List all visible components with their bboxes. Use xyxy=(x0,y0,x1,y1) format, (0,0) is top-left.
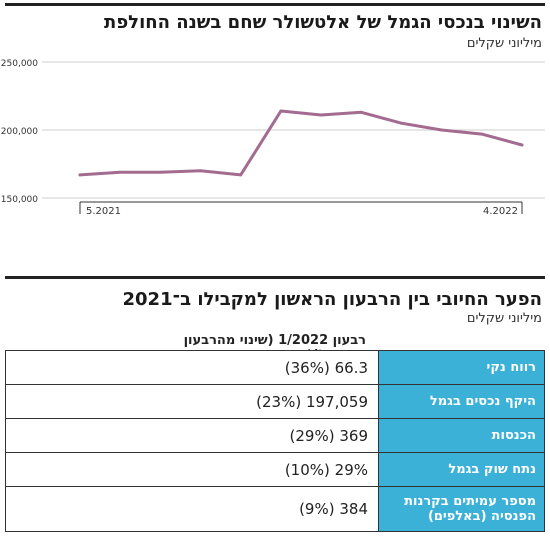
section-divider xyxy=(5,276,545,279)
value-cell: (23%) 197,059 xyxy=(5,384,379,419)
value-cell: (10%) 29% xyxy=(5,452,379,487)
change-text: (10%) xyxy=(284,460,330,479)
data-point xyxy=(400,121,403,125)
chart-title: השינוי בנכסי הגמל של אלטשולר שחם בשנה הח… xyxy=(104,12,542,33)
x-tick-label: 5.2021 xyxy=(86,206,121,217)
change-text: (36%) xyxy=(284,358,330,377)
value-text: 197,059 xyxy=(305,392,368,411)
value-text: 369 xyxy=(339,426,368,445)
data-point xyxy=(78,173,82,177)
data-point xyxy=(319,113,323,117)
table-row: (23%) 197,059 היקף נכסים בגמל xyxy=(5,384,545,419)
table-row: (9%) 384 מספר עמיתים בקרנות הפנסיה (באלפ… xyxy=(5,486,545,532)
value-cell: (36%) 66.3 xyxy=(5,350,379,385)
data-point xyxy=(520,143,524,147)
row-label: רווח נקי xyxy=(378,350,545,385)
metrics-table: (36%) 66.3 רווח נקי (23%) 197,059 היקף נ… xyxy=(5,350,545,532)
change-text: (29%) xyxy=(289,426,335,445)
series-line xyxy=(78,109,524,177)
row-label: הכנסות xyxy=(378,418,545,453)
table-row: (10%) 29% נתח שוק בגמל xyxy=(5,452,545,487)
table-title: הפער החיובי בין הרבעון הראשון למקבילו ב־… xyxy=(122,289,543,310)
y-tick-label: 150,000 xyxy=(1,195,38,205)
row-label: מספר עמיתים בקרנות הפנסיה (באלפים) xyxy=(378,486,545,532)
y-tick-label: 250,000 xyxy=(1,59,38,69)
chart-subtitle: מיליוני שקלים xyxy=(466,36,542,51)
value-text: 66.3 xyxy=(334,358,368,377)
data-point xyxy=(480,132,484,136)
data-point xyxy=(199,169,202,173)
table-row: (29%) 369 הכנסות xyxy=(5,418,545,453)
y-tick-label: 200,000 xyxy=(1,127,38,137)
data-point xyxy=(158,170,162,174)
table-row: (36%) 66.3 רווח נקי xyxy=(5,350,545,385)
data-point xyxy=(359,110,363,114)
x-tick-label: 4.2022 xyxy=(483,206,518,217)
data-point xyxy=(440,128,444,132)
data-point xyxy=(118,170,122,174)
value-text: 29% xyxy=(334,460,368,479)
line-chart: 150,000 200,000 250,000 5.2021 4.2022 xyxy=(1,59,545,217)
table-subtitle: מיליוני שקלים xyxy=(466,311,542,326)
row-label: נתח שוק בגמל xyxy=(378,452,545,487)
change-text: (9%) xyxy=(299,500,335,518)
row-label: היקף נכסים בגמל xyxy=(378,384,545,419)
value-cell: (9%) 384 xyxy=(5,486,379,532)
value-cell: (29%) 369 xyxy=(5,418,379,453)
value-text: 384 xyxy=(339,500,368,518)
change-text: (23%) xyxy=(256,392,302,411)
top-rule xyxy=(5,3,545,6)
data-point xyxy=(239,173,243,177)
data-point xyxy=(279,109,283,113)
